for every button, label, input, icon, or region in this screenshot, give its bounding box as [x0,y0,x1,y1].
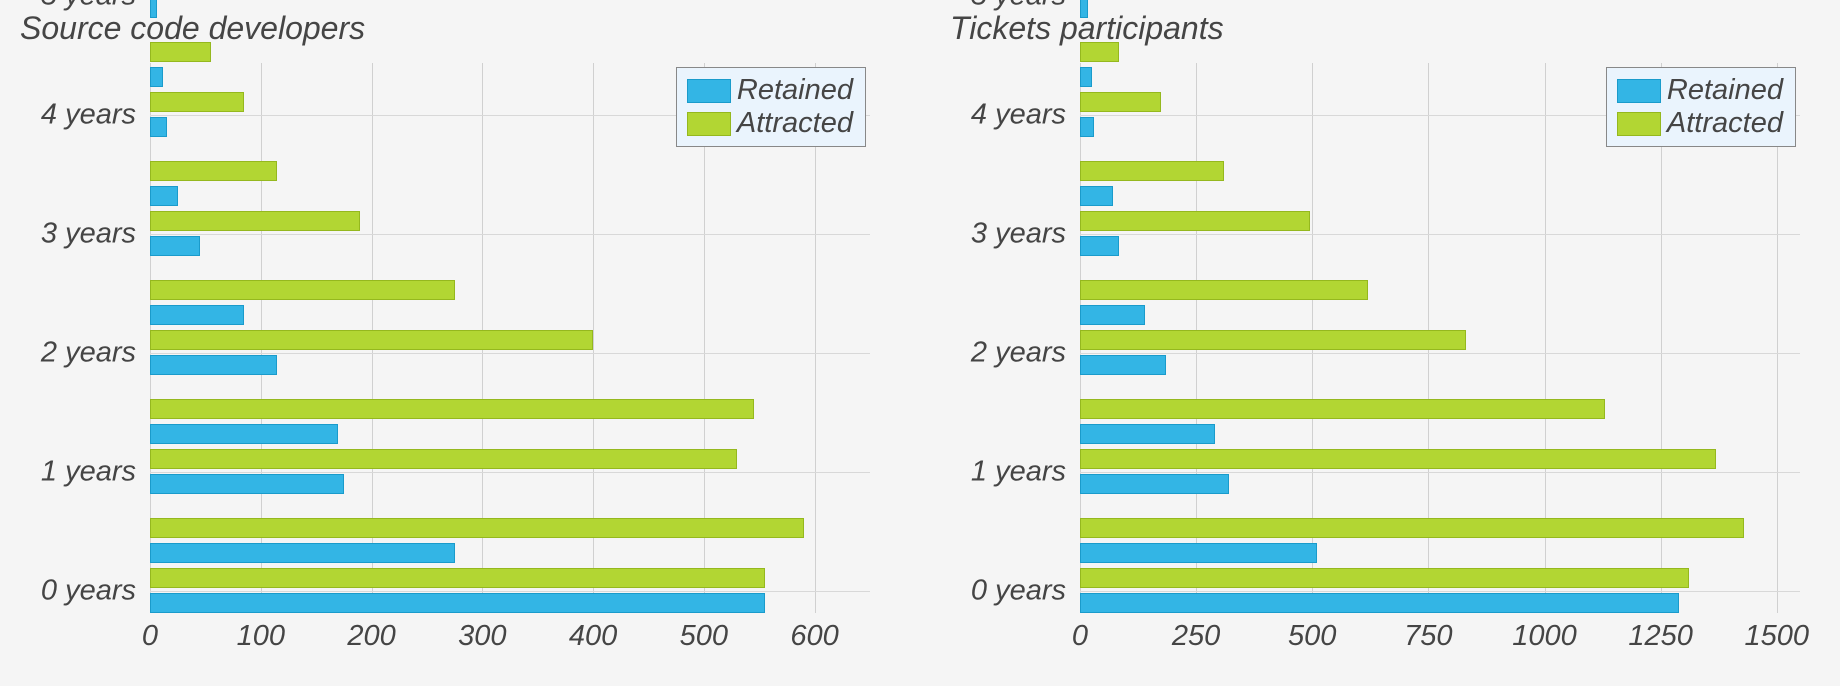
bar-retained [1080,186,1113,206]
legend-swatch-attracted [687,112,731,136]
ytick-label: 3 years [971,217,1066,250]
bar-attracted [150,92,244,112]
bar-retained [1080,236,1119,256]
bar-retained [150,424,338,444]
hgridline [1080,472,1800,473]
bar-attracted [1080,161,1224,181]
xtick-label: 0 [1072,620,1088,653]
bar-retained [150,186,178,206]
ytick-label: 2 years [41,336,136,369]
plot-area: Retained Attracted 025050075010001250150… [1080,63,1800,613]
xtick-label: 100 [237,620,285,653]
legend-row-attracted: Attracted [1617,107,1783,140]
bar-attracted [1080,92,1161,112]
bar-attracted [150,399,754,419]
legend-label: Retained [1667,74,1783,107]
xtick-label: 1000 [1512,620,1577,653]
bar-retained [150,305,244,325]
bar-attracted [1080,568,1689,588]
bar-attracted [150,330,593,350]
ytick-label: 0 years [971,574,1066,607]
ytick-label: 0 years [41,574,136,607]
bar-attracted [1080,518,1744,538]
bar-retained [150,236,200,256]
bar-attracted [150,211,360,231]
bar-retained [150,593,765,613]
bar-retained [1080,474,1229,494]
legend: Retained Attracted [1606,67,1796,147]
ytick-label: 5 years [971,0,1066,12]
bar-retained [150,117,167,137]
ytick-label: 4 years [971,98,1066,131]
plot-area: Retained Attracted 01002003004005006000 … [150,63,870,613]
bar-retained [1080,67,1092,87]
bar-retained [150,474,344,494]
bar-attracted [1080,280,1368,300]
legend-label: Attracted [1667,107,1783,140]
bar-attracted [1080,449,1716,469]
ytick-label: 4 years [41,98,136,131]
legend-label: Retained [737,74,853,107]
bar-attracted [1080,330,1466,350]
ytick-label: 1 years [41,455,136,488]
legend-row-retained: Retained [1617,74,1783,107]
bar-attracted [1080,399,1605,419]
xtick-label: 500 [1288,620,1336,653]
bar-retained [150,67,163,87]
hgridline [1080,234,1800,235]
bar-retained [1080,593,1679,613]
bar-retained [1080,117,1094,137]
legend-swatch-retained [1617,79,1661,103]
bar-retained [1080,355,1166,375]
legend: Retained Attracted [676,67,866,147]
xtick-label: 200 [347,620,395,653]
xtick-label: 400 [569,620,617,653]
xtick-label: 250 [1172,620,1220,653]
bar-retained [150,355,277,375]
ytick-label: 2 years [971,336,1066,369]
bar-attracted [150,42,211,62]
bar-attracted [150,449,737,469]
xtick-label: 750 [1404,620,1452,653]
bar-retained [1080,0,1088,18]
hgridline [150,234,870,235]
bar-retained [150,0,157,18]
xtick-label: 0 [142,620,158,653]
bar-retained [1080,543,1317,563]
chart-panel-right: Tickets participants Retained Attracted … [950,10,1820,676]
bar-attracted [1080,211,1310,231]
bar-attracted [1080,42,1119,62]
legend-swatch-attracted [1617,112,1661,136]
bar-retained [1080,305,1145,325]
xtick-label: 600 [790,620,838,653]
bar-attracted [150,518,804,538]
hgridline [150,353,870,354]
xtick-label: 300 [458,620,506,653]
ytick-label: 1 years [971,455,1066,488]
hgridline [150,591,870,592]
ytick-label: 3 years [41,217,136,250]
bar-retained [150,543,455,563]
xtick-label: 1250 [1628,620,1693,653]
legend-row-attracted: Attracted [687,107,853,140]
xtick-label: 1500 [1745,620,1810,653]
bar-attracted [150,280,455,300]
bar-attracted [150,568,765,588]
hgridline [1080,353,1800,354]
hgridline [1080,591,1800,592]
bar-retained [1080,424,1215,444]
hgridline [150,472,870,473]
legend-label: Attracted [737,107,853,140]
legend-swatch-retained [687,79,731,103]
bar-attracted [150,161,277,181]
xtick-label: 500 [680,620,728,653]
legend-row-retained: Retained [687,74,853,107]
ytick-label: 5 years [41,0,136,12]
chart-panel-left: Source code developers Retained Attracte… [20,10,890,676]
